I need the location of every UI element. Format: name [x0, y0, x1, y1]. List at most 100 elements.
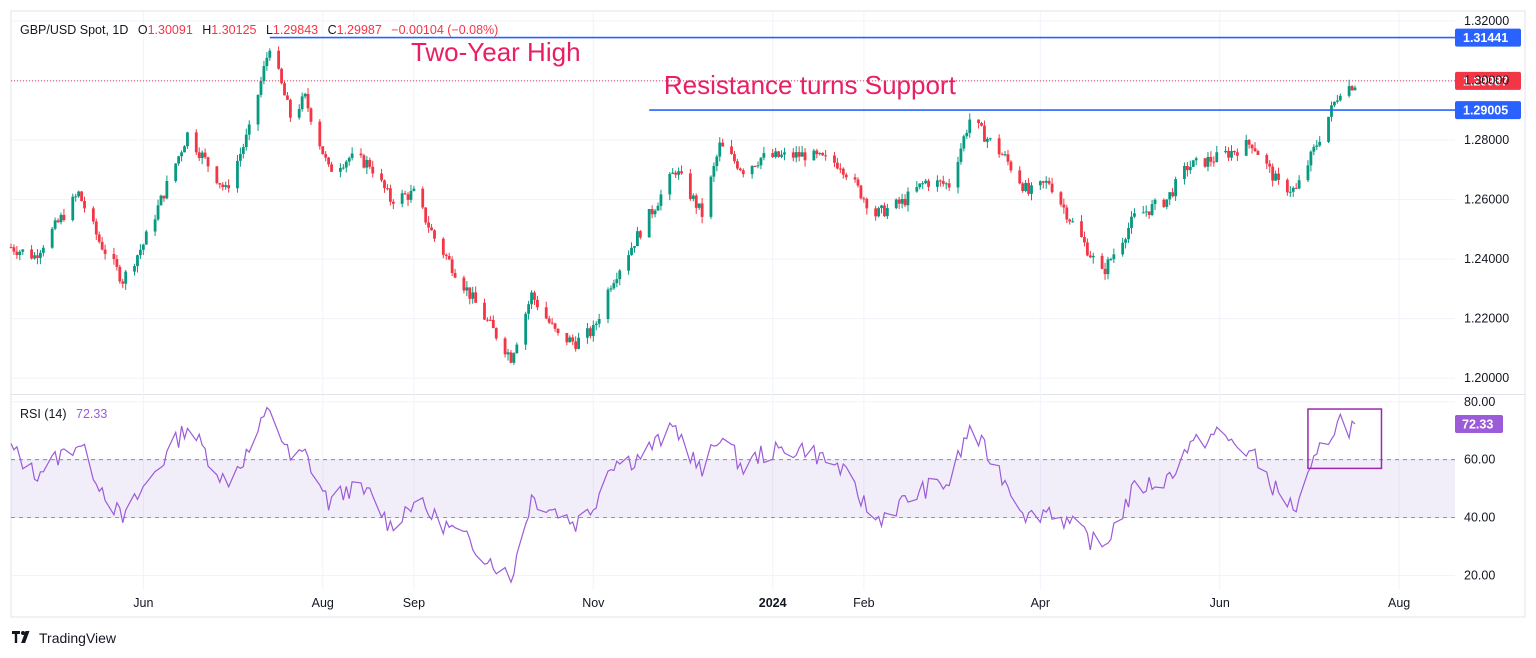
candle-body[interactable] — [121, 281, 125, 284]
candle-body[interactable] — [1265, 154, 1269, 164]
candle-body[interactable] — [983, 125, 986, 142]
candle-body[interactable] — [1000, 154, 1004, 156]
candle-body[interactable] — [124, 271, 128, 284]
candle-body[interactable] — [1185, 165, 1189, 171]
candle-body[interactable] — [918, 183, 922, 188]
candle-body[interactable] — [1171, 192, 1175, 197]
candle-body[interactable] — [100, 241, 104, 250]
candle-body[interactable] — [136, 255, 139, 267]
candle-body[interactable] — [1338, 95, 1342, 101]
candle-body[interactable] — [921, 183, 925, 185]
candle-body[interactable] — [900, 198, 904, 204]
candle-body[interactable] — [359, 153, 363, 156]
candle-body[interactable] — [247, 124, 251, 135]
candle-body[interactable] — [577, 337, 581, 349]
candle-body[interactable] — [797, 152, 801, 157]
candle-body[interactable] — [627, 255, 630, 271]
candle-body[interactable] — [1009, 161, 1013, 171]
candle-body[interactable] — [159, 195, 163, 206]
candle-body[interactable] — [980, 123, 983, 126]
candle-body[interactable] — [821, 152, 825, 156]
candle-body[interactable] — [180, 152, 183, 157]
candle-body[interactable] — [1112, 254, 1116, 260]
last-price-badge[interactable] — [1455, 71, 1521, 90]
candle-body[interactable] — [547, 318, 551, 323]
candle-body[interactable] — [203, 152, 207, 158]
candle-body[interactable] — [1183, 165, 1186, 180]
candle-body[interactable] — [741, 170, 745, 175]
candle-body[interactable] — [574, 341, 578, 349]
candle-body[interactable] — [597, 319, 601, 324]
candle-body[interactable] — [488, 319, 492, 321]
candle-body[interactable] — [783, 152, 786, 155]
candle-body[interactable] — [297, 109, 301, 118]
candle-body[interactable] — [265, 57, 269, 67]
candle-body[interactable] — [565, 333, 569, 343]
candle-body[interactable] — [533, 292, 536, 300]
candle-body[interactable] — [803, 152, 807, 161]
candle-body[interactable] — [1068, 219, 1072, 222]
candle-body[interactable] — [1109, 259, 1113, 261]
candle-body[interactable] — [874, 208, 878, 217]
candle-body[interactable] — [956, 161, 960, 188]
candle-body[interactable] — [977, 119, 980, 124]
candle-body[interactable] — [944, 183, 948, 185]
candle-body[interactable] — [762, 153, 766, 158]
rsi-axis[interactable]: 20.00 40.00 60.00 80.00 72.33 — [1455, 395, 1503, 583]
candle-body[interactable] — [927, 180, 930, 187]
candle-body[interactable] — [206, 157, 210, 167]
candle-body[interactable] — [736, 161, 739, 169]
candle-body[interactable] — [965, 132, 969, 137]
candle-body[interactable] — [421, 188, 425, 208]
candle-body[interactable] — [838, 168, 842, 170]
candle-body[interactable] — [824, 155, 828, 157]
candle-body[interactable] — [30, 249, 33, 259]
candle-body[interactable] — [756, 165, 760, 167]
candle-body[interactable] — [1353, 87, 1357, 91]
levels-layer[interactable]: 1.31441 1.29005 1.29987 — [11, 28, 1521, 120]
candle-body[interactable] — [1038, 181, 1042, 186]
candle-body[interactable] — [280, 68, 283, 84]
level-price-badge[interactable] — [1455, 101, 1521, 120]
candle-body[interactable] — [1106, 259, 1110, 275]
candle-body[interactable] — [244, 134, 248, 148]
candle-body[interactable] — [536, 299, 539, 308]
candle-body[interactable] — [227, 185, 231, 189]
candle-body[interactable] — [391, 201, 395, 204]
candle-body[interactable] — [544, 307, 548, 319]
candle-body[interactable] — [759, 157, 763, 166]
candle-body[interactable] — [286, 95, 289, 100]
candle-body[interactable] — [771, 153, 775, 158]
candle-body[interactable] — [74, 196, 78, 198]
candle-body[interactable] — [1235, 152, 1239, 156]
candle-body[interactable] — [941, 180, 945, 184]
candle-body[interactable] — [1256, 151, 1260, 155]
candle-body[interactable] — [471, 292, 475, 299]
candle-body[interactable] — [618, 270, 622, 280]
candle-body[interactable] — [721, 142, 725, 147]
candle-body[interactable] — [450, 259, 454, 273]
candle-body[interactable] — [1150, 204, 1154, 215]
candles-layer[interactable] — [9, 46, 1357, 365]
candle-body[interactable] — [283, 83, 286, 96]
candle-body[interactable] — [1227, 150, 1230, 158]
candle-body[interactable] — [794, 152, 798, 158]
candle-body[interactable] — [694, 195, 698, 208]
candle-body[interactable] — [215, 166, 219, 184]
candle-body[interactable] — [1333, 101, 1336, 106]
candle-body[interactable] — [1047, 180, 1051, 184]
candle-body[interactable] — [383, 180, 386, 189]
candle-body[interactable] — [409, 190, 413, 200]
candle-body[interactable] — [671, 172, 675, 174]
candle-body[interactable] — [718, 142, 722, 157]
candle-body[interactable] — [441, 238, 445, 255]
candle-body[interactable] — [1350, 86, 1354, 91]
candle-body[interactable] — [691, 195, 695, 199]
candle-body[interactable] — [777, 151, 780, 157]
candle-body[interactable] — [1124, 239, 1128, 243]
candle-body[interactable] — [865, 198, 869, 209]
candle-body[interactable] — [330, 164, 333, 172]
candle-body[interactable] — [306, 93, 310, 109]
candle-body[interactable] — [368, 159, 372, 167]
candle-body[interactable] — [277, 50, 281, 69]
